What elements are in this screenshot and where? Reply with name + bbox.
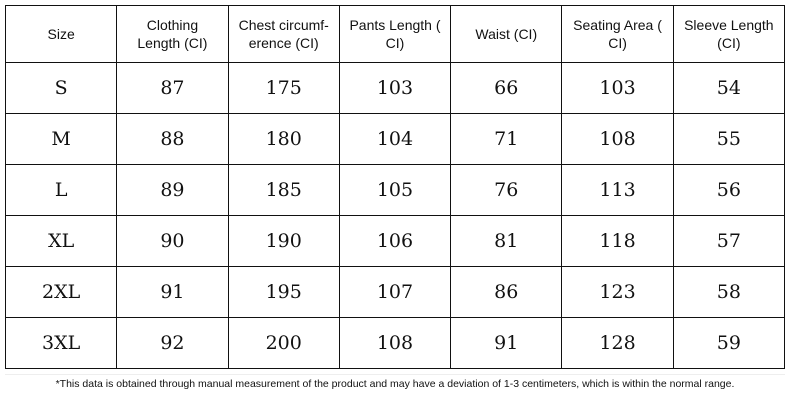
value-cell: 87 <box>116 62 229 114</box>
header-text: erence (CI) <box>248 35 319 51</box>
header-text: (CI) <box>717 35 741 51</box>
value-cell: 59 <box>672 317 786 369</box>
value-cell: 81 <box>450 215 563 267</box>
size-table: Size Clothing Length (CI) Chest circumf-ere… <box>4 5 786 369</box>
header-text: Clothing <box>146 17 199 33</box>
size-cell: S <box>4 62 118 114</box>
value-cell: 56 <box>672 164 786 216</box>
header-cell: Sleeve Length (CI) <box>672 5 786 63</box>
value-cell: 66 <box>450 62 563 114</box>
value-cell: 57 <box>672 215 786 267</box>
header-cell: Seating Area ( CI) <box>561 5 674 63</box>
value-cell: 107 <box>338 266 452 318</box>
size-cell: M <box>4 113 118 165</box>
value-cell: 89 <box>116 164 229 216</box>
value-cell: 88 <box>116 113 229 165</box>
value-cell: 91 <box>116 266 229 318</box>
size-cell: XL <box>4 215 118 267</box>
value-cell: 58 <box>672 266 786 318</box>
size-cell: 2XL <box>4 266 118 318</box>
value-cell: 55 <box>672 113 786 165</box>
value-cell: 76 <box>450 164 563 216</box>
header-text: CI) <box>385 35 405 51</box>
header-row: Size Clothing Length (CI) Chest circumf-ere… <box>4 5 786 63</box>
value-cell: 103 <box>338 62 452 114</box>
footnote: *This data is obtained through manual me… <box>5 374 785 397</box>
data-row: 3XL 92 200 108 91 128 59 <box>4 317 786 369</box>
value-cell: 71 <box>450 113 563 165</box>
value-cell: 54 <box>672 62 786 114</box>
value-cell: 108 <box>338 317 452 369</box>
header-cell: Waist (CI) <box>450 5 563 63</box>
value-cell: 175 <box>227 62 340 114</box>
value-cell: 91 <box>450 317 563 369</box>
value-cell: 105 <box>338 164 452 216</box>
data-row: M 88 180 104 71 108 55 <box>4 113 786 165</box>
value-cell: 200 <box>227 317 340 369</box>
header-cell: Chest circumf-erence (CI) <box>227 5 340 63</box>
data-row: L 89 185 105 76 113 56 <box>4 164 786 216</box>
value-cell: 185 <box>227 164 340 216</box>
value-cell: 104 <box>338 113 452 165</box>
header-text: Pants Length ( <box>349 17 441 33</box>
value-cell: 195 <box>227 266 340 318</box>
value-cell: 113 <box>561 164 674 216</box>
header-text: Chest circumf- <box>238 17 329 33</box>
value-cell: 128 <box>561 317 674 369</box>
header-cell: Pants Length ( CI) <box>338 5 452 63</box>
value-cell: 90 <box>116 215 229 267</box>
header-cell: Size <box>4 5 118 63</box>
size-cell: 3XL <box>4 317 118 369</box>
value-cell: 108 <box>561 113 674 165</box>
header-text: Size <box>47 26 75 42</box>
header-text: Length (CI) <box>137 35 208 51</box>
value-cell: 190 <box>227 215 340 267</box>
header-cell: Clothing Length (CI) <box>116 5 229 63</box>
size-cell: L <box>4 164 118 216</box>
value-cell: 106 <box>338 215 452 267</box>
value-cell: 180 <box>227 113 340 165</box>
data-row: S 87 175 103 66 103 54 <box>4 62 786 114</box>
value-cell: 86 <box>450 266 563 318</box>
header-text: Waist (CI) <box>475 26 538 42</box>
header-text: CI) <box>608 35 627 51</box>
data-row: XL 90 190 106 81 118 57 <box>4 215 786 267</box>
header-text: Sleeve Length <box>684 17 774 33</box>
data-row: 2XL 91 195 107 86 123 58 <box>4 266 786 318</box>
value-cell: 92 <box>116 317 229 369</box>
value-cell: 123 <box>561 266 674 318</box>
header-text: Seating Area ( <box>573 17 662 33</box>
value-cell: 103 <box>561 62 674 114</box>
value-cell: 118 <box>561 215 674 267</box>
